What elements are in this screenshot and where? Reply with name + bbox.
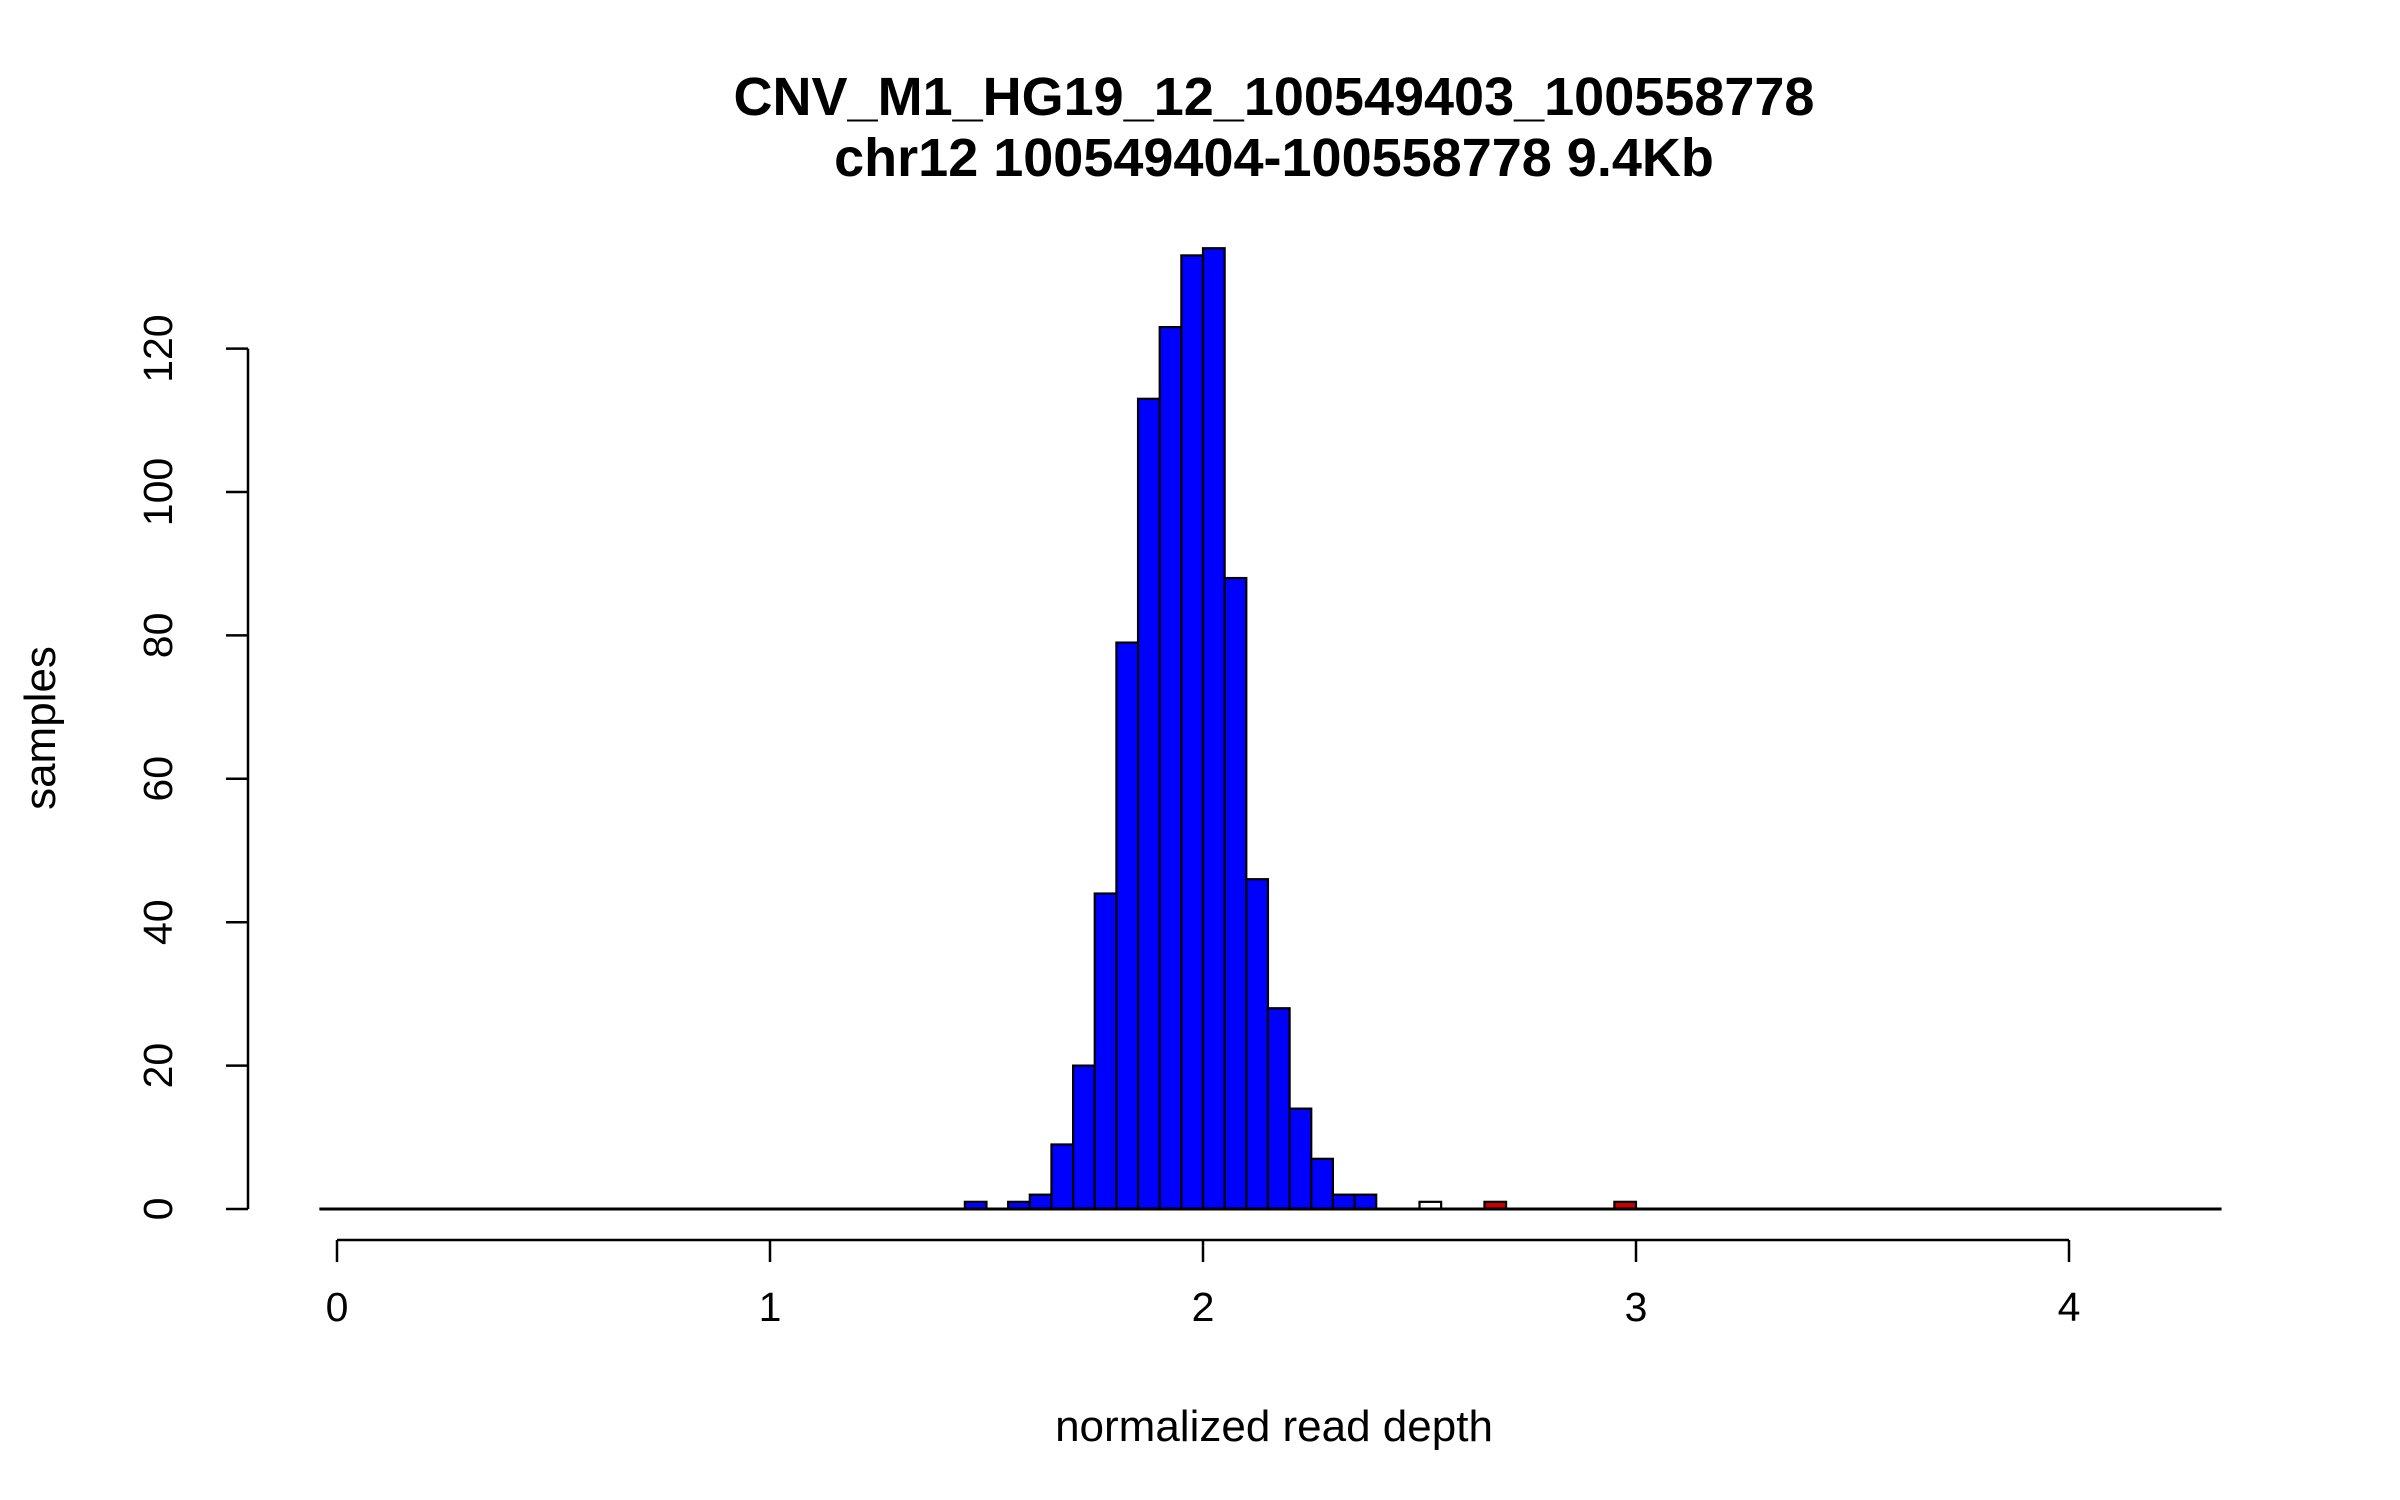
- y-tick-label: 120: [135, 314, 181, 382]
- y-tick-label: 80: [135, 613, 181, 659]
- x-tick-label: 4: [2058, 1284, 2081, 1330]
- y-tick-label: 100: [135, 458, 181, 526]
- y-axis: 0 20 40 60 80 100 120: [135, 314, 250, 1221]
- histogram-bars: [963, 247, 1638, 1211]
- histogram-bar-12: [1245, 878, 1270, 1211]
- y-tick-label: 20: [135, 1043, 181, 1089]
- x-axis: 0 1 2 3 4: [326, 1238, 2081, 1330]
- histogram-bar-15: [1310, 1157, 1334, 1211]
- y-tick-label: 0: [135, 1198, 181, 1221]
- histogram-bar-6: [1115, 641, 1140, 1211]
- histogram-bar-14: [1288, 1107, 1313, 1211]
- histogram-bar-13: [1266, 1007, 1291, 1211]
- histogram-bar-5: [1093, 892, 1118, 1211]
- y-tick-label: 40: [135, 899, 181, 945]
- y-axis-label: samples: [16, 646, 65, 810]
- x-tick-label: 2: [1192, 1284, 1215, 1330]
- y-tick-label: 60: [135, 756, 181, 802]
- histogram-bar-7: [1136, 397, 1161, 1211]
- histogram-bar-3: [1050, 1143, 1075, 1211]
- x-tick-label: 0: [326, 1284, 349, 1330]
- x-axis-label: normalized read depth: [1055, 1402, 1493, 1451]
- x-tick-label: 3: [1625, 1284, 1648, 1330]
- chart-subtitle: chr12 100549404-100558778 9.4Kb: [834, 128, 1714, 188]
- x-tick-label: 1: [759, 1284, 782, 1330]
- histogram-bar-8: [1158, 325, 1183, 1211]
- chart-title: CNV_M1_HG19_12_100549403_100558778: [734, 67, 1815, 127]
- histogram-bar-9: [1180, 254, 1205, 1211]
- histogram-bar-2: [1028, 1193, 1053, 1211]
- histogram-bar-16: [1331, 1193, 1356, 1211]
- histogram-bar-11: [1223, 576, 1248, 1211]
- histogram-bar-17: [1353, 1193, 1378, 1211]
- histogram-bar-4: [1071, 1064, 1096, 1211]
- histogram-bar-10: [1201, 247, 1226, 1211]
